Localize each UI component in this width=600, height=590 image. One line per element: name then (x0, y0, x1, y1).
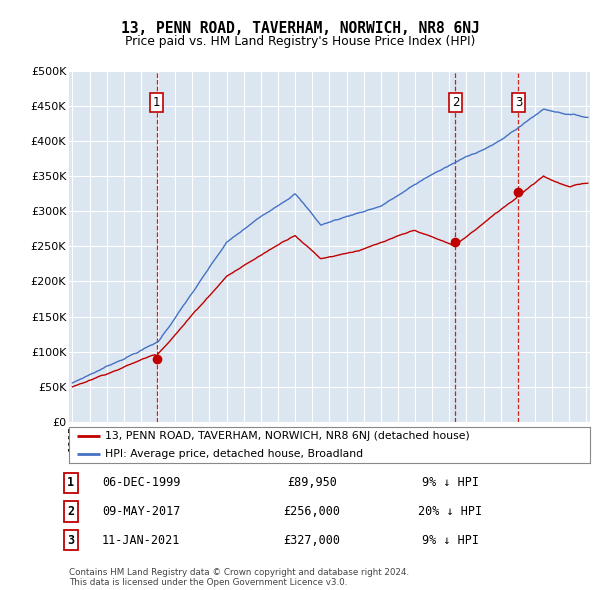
Text: 1: 1 (67, 476, 74, 489)
Text: £256,000: £256,000 (284, 505, 341, 518)
Text: 11-JAN-2021: 11-JAN-2021 (102, 534, 180, 547)
Text: £89,950: £89,950 (287, 476, 337, 489)
Text: 13, PENN ROAD, TAVERHAM, NORWICH, NR8 6NJ: 13, PENN ROAD, TAVERHAM, NORWICH, NR8 6N… (121, 21, 479, 35)
Text: 9% ↓ HPI: 9% ↓ HPI (421, 476, 479, 489)
Text: 3: 3 (515, 96, 522, 109)
Text: 3: 3 (67, 534, 74, 547)
Text: Price paid vs. HM Land Registry's House Price Index (HPI): Price paid vs. HM Land Registry's House … (125, 35, 475, 48)
Text: 13, PENN ROAD, TAVERHAM, NORWICH, NR8 6NJ (detached house): 13, PENN ROAD, TAVERHAM, NORWICH, NR8 6N… (106, 431, 470, 441)
Text: 2: 2 (67, 505, 74, 518)
Text: 9% ↓ HPI: 9% ↓ HPI (421, 534, 479, 547)
Text: 20% ↓ HPI: 20% ↓ HPI (418, 505, 482, 518)
Text: 1: 1 (153, 96, 160, 109)
Text: 06-DEC-1999: 06-DEC-1999 (102, 476, 180, 489)
Text: HPI: Average price, detached house, Broadland: HPI: Average price, detached house, Broa… (106, 449, 364, 459)
Text: £327,000: £327,000 (284, 534, 341, 547)
Text: 2: 2 (452, 96, 459, 109)
Text: 09-MAY-2017: 09-MAY-2017 (102, 505, 180, 518)
Text: Contains HM Land Registry data © Crown copyright and database right 2024.
This d: Contains HM Land Registry data © Crown c… (69, 568, 409, 587)
